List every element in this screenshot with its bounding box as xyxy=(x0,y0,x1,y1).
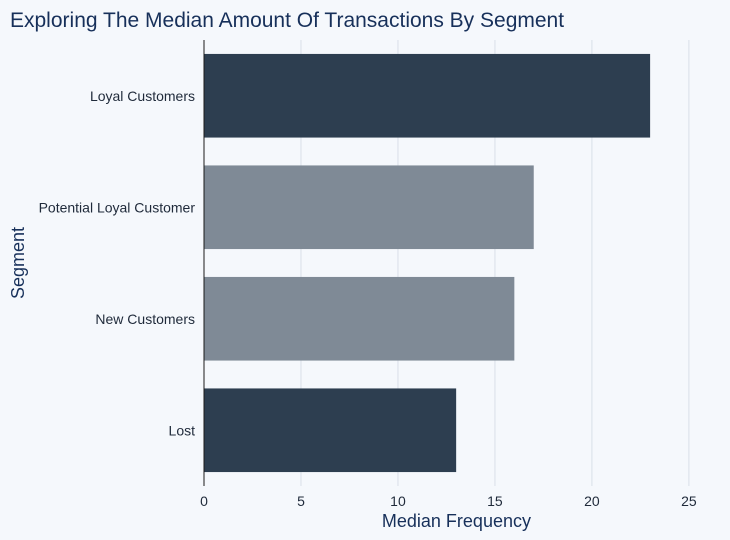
x-tick-label: 20 xyxy=(584,493,600,509)
x-tick-labels: 0 5 10 15 20 25 xyxy=(200,493,697,509)
x-tick-label: 10 xyxy=(390,493,406,509)
category-label: New Customers xyxy=(95,311,195,327)
bar xyxy=(204,388,457,473)
category-labels: Loyal Customers Potential Loyal Customer N… xyxy=(39,88,196,439)
y-axis-title: Segment xyxy=(8,227,28,299)
chart-title: Exploring The Median Amount Of Transacti… xyxy=(10,9,564,32)
category-label: Potential Loyal Customer xyxy=(39,199,196,215)
x-tick-label: 25 xyxy=(681,493,697,509)
x-tick-label: 15 xyxy=(487,493,503,509)
category-label: Lost xyxy=(169,422,196,438)
x-tick-label: 0 xyxy=(200,493,208,509)
bar xyxy=(204,165,534,250)
bar xyxy=(204,276,515,361)
bar xyxy=(204,53,651,138)
x-axis-title: Median Frequency xyxy=(382,511,531,531)
category-label: Loyal Customers xyxy=(90,88,195,104)
bars xyxy=(204,53,651,473)
x-tick-label: 5 xyxy=(297,493,305,509)
